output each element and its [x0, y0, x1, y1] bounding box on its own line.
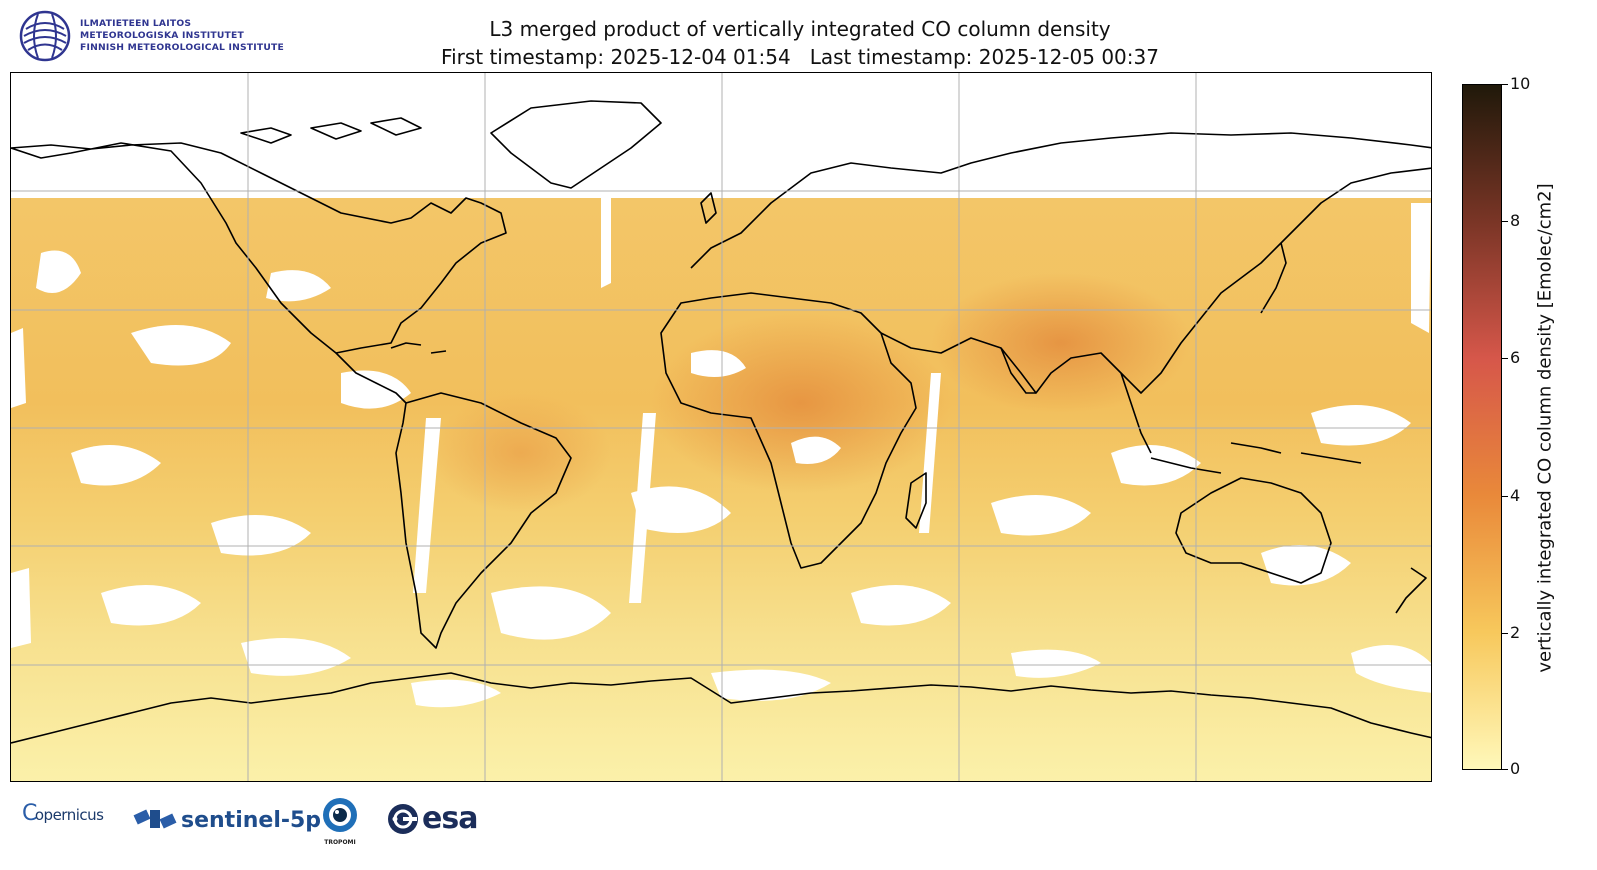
colorbar-tick-label: 4 — [1510, 486, 1521, 505]
colorbar-tick — [1502, 769, 1508, 770]
colorbar-tick — [1502, 496, 1508, 497]
copernicus-c-icon: C — [22, 801, 37, 826]
footer-logos: Copernicus sentinel-5p TROPOMI esa — [18, 795, 518, 855]
colorbar-tick-label: 6 — [1510, 348, 1521, 367]
map-title: L3 merged product of vertically integrat… — [489, 17, 1111, 41]
sentinel-logo: sentinel-5p — [133, 800, 321, 840]
colorbar-axis-label: vertically integrated CO column density … — [1534, 183, 1556, 673]
esa-emblem-icon — [388, 803, 418, 834]
esa-logo-text: esa — [422, 801, 478, 836]
map-timestamps: First timestamp: 2025-12-04 01:54 Last t… — [441, 45, 1159, 69]
colorbar-tick — [1502, 633, 1508, 634]
colorbar-tick — [1502, 358, 1508, 359]
colorbar-tick-label: 2 — [1510, 623, 1521, 642]
tropomi-logo: TROPOMI — [318, 795, 362, 846]
institute-name-en: FINNISH METEOROLOGICAL INSTITUTE — [80, 42, 284, 53]
institute-name-sv: METEOROLOGISKA INSTITUTET — [80, 30, 244, 41]
coastlines — [11, 100, 1431, 744]
copernicus-logo-text: opernicus — [34, 806, 104, 824]
co-hotspot-south-america — [431, 393, 611, 513]
fmi-institute-names: ILMATIETEEN LAITOS METEOROLOGISKA INSTIT… — [80, 18, 284, 54]
gridlines — [11, 73, 1431, 781]
tropomi-logo-text: TROPOMI — [324, 839, 356, 846]
colorbar-tick — [1502, 84, 1508, 85]
colorbar-tick-label: 8 — [1510, 211, 1521, 230]
co-hotspot-south-asia — [931, 273, 1191, 413]
institute-name-fi: ILMATIETEEN LAITOS — [80, 18, 192, 29]
world-map — [10, 72, 1432, 782]
fmi-emblem-icon — [19, 10, 71, 62]
colorbar-tick — [1502, 221, 1508, 222]
co-density-map — [11, 73, 1431, 781]
fmi-logo: ILMATIETEEN LAITOS METEOROLOGISKA INSTIT… — [18, 8, 318, 64]
colorbar-tick-label: 10 — [1510, 74, 1531, 93]
colorbar-tick-label: 0 — [1510, 759, 1521, 778]
tropomi-eye-icon — [323, 798, 357, 832]
sentinel-logo-text: sentinel-5p — [181, 807, 322, 833]
colorbar — [1462, 84, 1502, 770]
missing-data-gaps — [11, 198, 1431, 708]
satellite-icon — [133, 809, 177, 829]
co-hotspot-africa — [651, 313, 951, 493]
esa-logo: esa — [386, 801, 478, 836]
copernicus-logo: Copernicus — [22, 801, 104, 826]
